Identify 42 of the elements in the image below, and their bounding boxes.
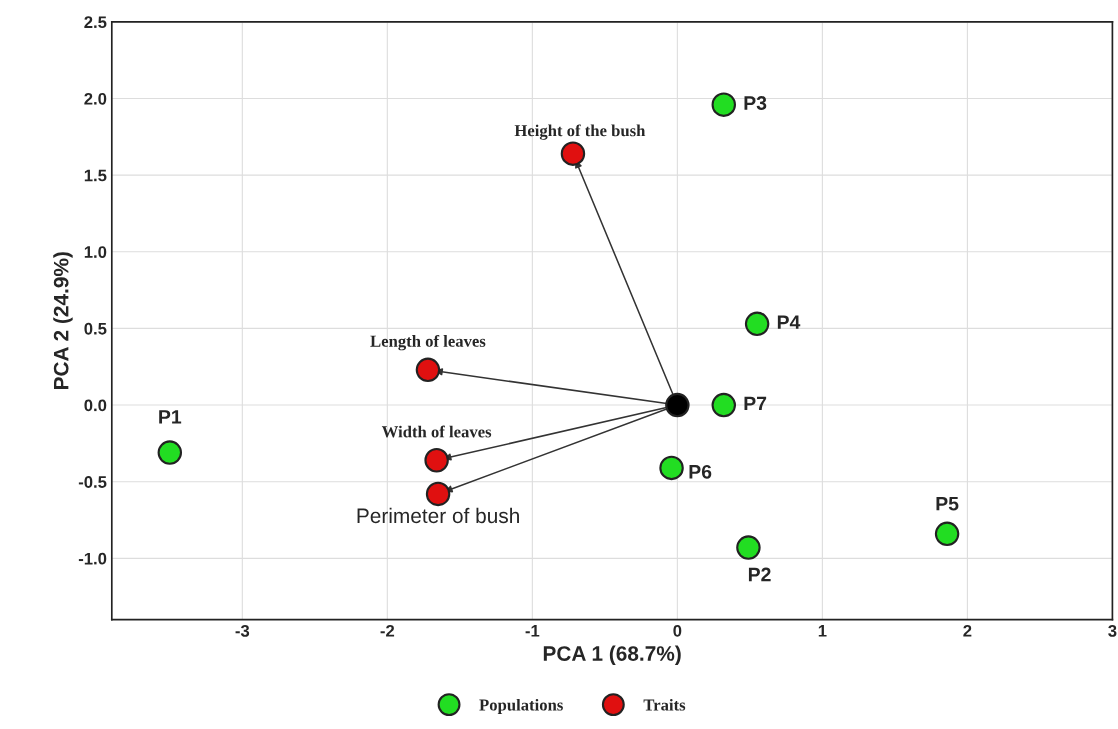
annotation: Width of leaves — [381, 425, 492, 438]
annotation: P2 — [748, 567, 771, 582]
x-tick-label: -2 — [380, 624, 395, 637]
annotation: Perimeter of bush — [357, 507, 519, 524]
point — [736, 535, 761, 560]
point — [424, 448, 449, 473]
x-tick-label: 0 — [673, 624, 682, 637]
y-tick-label: 2.5 — [84, 16, 107, 29]
y-axis-title: PCA 2 (24.9%) — [53, 252, 73, 390]
annotation: P1 — [159, 410, 182, 424]
y-tick-label: 2.0 — [84, 92, 107, 105]
annotation: P4 — [777, 315, 801, 329]
x-tick-label: 1 — [818, 625, 827, 637]
annotation: P3 — [744, 96, 767, 110]
y-tick-label: 0.0 — [84, 399, 107, 412]
point — [560, 141, 586, 166]
y-tick-label: 1.0 — [84, 246, 107, 258]
y-tick-label: 0.5 — [84, 322, 107, 335]
annotation: Height of the bush — [514, 124, 646, 140]
y-tick-label: -1.0 — [78, 552, 107, 565]
annotation: P7 — [744, 396, 767, 411]
x-axis-title: PCA 1 (68.7%) — [543, 645, 681, 666]
x-tick-label: -1 — [525, 625, 540, 637]
point — [157, 440, 183, 465]
annotation: P6 — [689, 464, 712, 479]
y-tick-label: 1.5 — [84, 169, 107, 182]
legend-label: Populations — [479, 698, 563, 714]
legend-label: Traits — [643, 698, 686, 711]
point — [711, 92, 736, 117]
x-tick-label: -3 — [235, 624, 250, 637]
y-tick-label: -0.5 — [78, 476, 107, 488]
point — [744, 311, 770, 337]
point — [425, 481, 451, 507]
point — [415, 357, 441, 383]
x-tick-label: 3 — [1108, 624, 1117, 637]
point — [665, 392, 690, 418]
x-tick-label: 2 — [963, 624, 972, 637]
point — [711, 392, 736, 418]
annotation: Length of leaves — [370, 334, 486, 351]
point — [659, 455, 684, 481]
annotation: P5 — [936, 496, 959, 511]
point — [934, 521, 960, 547]
